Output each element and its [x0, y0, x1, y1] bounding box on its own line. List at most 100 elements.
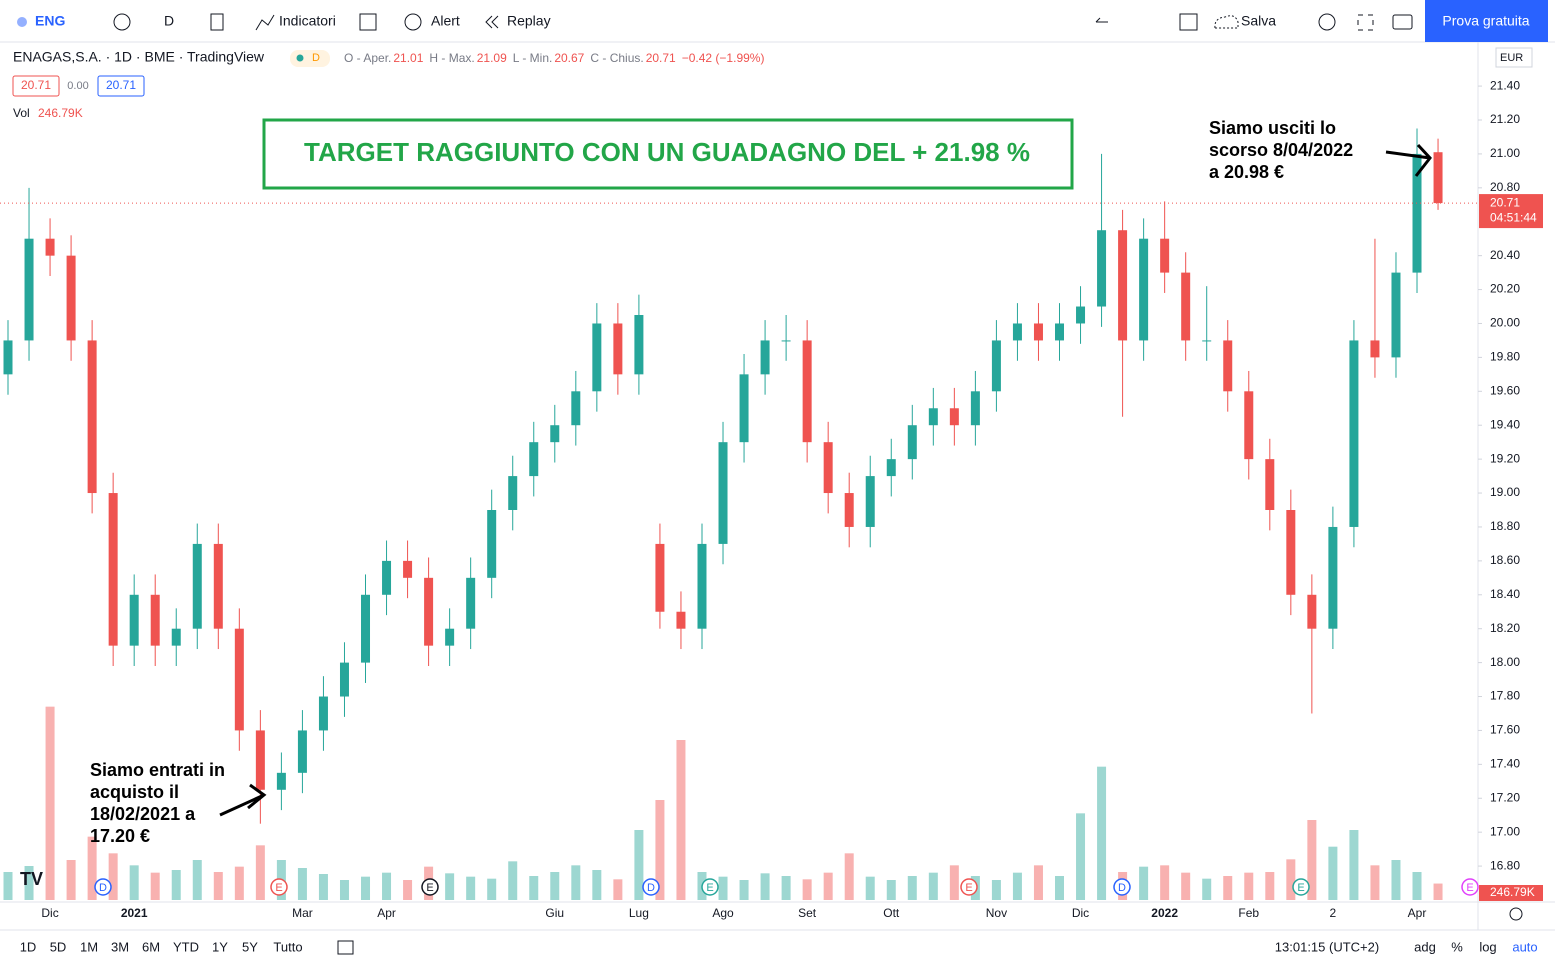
undo[interactable]: [1095, 17, 1108, 23]
range-button[interactable]: 1D: [20, 939, 37, 954]
candle-body: [445, 628, 455, 646]
scale-option[interactable]: auto: [1512, 939, 1537, 954]
x-tick-label: Lug: [629, 906, 649, 920]
event-marker[interactable]: [1113, 878, 1131, 896]
event-letter[interactable]: D: [99, 882, 107, 894]
countdown: 04:51:44: [1490, 210, 1537, 224]
indicators[interactable]: Indicatori: [279, 13, 336, 29]
volume-bar: [1097, 766, 1107, 900]
templates[interactable]: [359, 13, 377, 31]
event-letter[interactable]: E: [706, 882, 713, 894]
event-marker[interactable]: [701, 878, 719, 896]
badge-text: D: [312, 52, 320, 64]
event-letter[interactable]: E: [1466, 882, 1473, 894]
y-tick-label: 20.00: [1490, 316, 1520, 330]
volume-bar: [361, 876, 371, 900]
range-button[interactable]: 3M: [111, 939, 129, 954]
range-button[interactable]: 6M: [142, 939, 160, 954]
legend-title: ENAGAS,S.A. · 1D · BME · TradingView: [13, 49, 265, 65]
chart-type[interactable]: [210, 13, 224, 31]
volume-bar: [318, 874, 328, 900]
event-marker[interactable]: [960, 878, 978, 896]
volume-bar: [213, 872, 223, 900]
volume-bar: [466, 876, 476, 900]
add-symbol[interactable]: [113, 13, 131, 31]
tv-logo: TV: [20, 869, 43, 889]
trial-button[interactable]: [1425, 0, 1548, 42]
event-letter[interactable]: D: [1118, 882, 1126, 894]
range-button[interactable]: Tutto: [273, 939, 302, 954]
candle-body: [403, 560, 413, 578]
volume-bar: [1244, 872, 1254, 900]
range-button[interactable]: 1M: [80, 939, 98, 954]
x-tick-label: Ago: [712, 906, 734, 920]
currency-box[interactable]: [1495, 47, 1533, 68]
entry-line: 18/02/2021 a: [90, 804, 196, 824]
currency[interactable]: EUR: [1500, 52, 1523, 64]
high-value: 21.09: [477, 51, 507, 65]
event-letter[interactable]: D: [647, 882, 655, 894]
range-button[interactable]: 5Y: [242, 939, 258, 954]
replay-icon: [485, 15, 499, 29]
candle-body: [865, 476, 875, 527]
range-button[interactable]: 5D: [50, 939, 67, 954]
scale-option[interactable]: adg: [1414, 939, 1436, 954]
volume-bar: [613, 879, 623, 900]
event-marker[interactable]: [270, 878, 288, 896]
date-range-icon[interactable]: [337, 940, 354, 955]
candle-body: [1433, 152, 1443, 204]
volume-bar: [382, 872, 392, 900]
event-letter[interactable]: E: [1297, 882, 1304, 894]
volume-bar: [1076, 813, 1086, 900]
event-letter[interactable]: E: [275, 882, 282, 894]
trial-label[interactable]: Prova gratuita: [1442, 13, 1529, 29]
x-tick-label: 2021: [121, 906, 148, 920]
candle-body: [171, 628, 181, 646]
candle-body: [1265, 459, 1275, 510]
candle-body: [571, 391, 581, 426]
layout[interactable]: [1179, 13, 1198, 31]
event-marker[interactable]: [94, 878, 112, 896]
candle-body: [529, 442, 539, 477]
candle-body: [1118, 230, 1128, 341]
candle-body: [676, 611, 686, 629]
candle-body: [1076, 306, 1086, 324]
range-button[interactable]: 1Y: [212, 939, 228, 954]
volume-bar: [1391, 860, 1401, 900]
save[interactable]: Salva: [1241, 13, 1276, 29]
symbol[interactable]: ENG: [35, 13, 65, 29]
fullscreen[interactable]: [1357, 14, 1374, 31]
range-button[interactable]: YTD: [173, 939, 199, 954]
event-marker[interactable]: [1461, 878, 1479, 896]
interval[interactable]: D: [164, 13, 174, 29]
candle-body: [592, 323, 602, 392]
volume-bar: [1012, 872, 1022, 900]
volume-bar: [192, 860, 202, 900]
event-marker[interactable]: [421, 878, 439, 896]
candle-body: [844, 493, 854, 527]
y-tick-label: 18.20: [1490, 621, 1520, 635]
volume-bar: [171, 870, 181, 900]
scale-option[interactable]: log: [1479, 939, 1496, 954]
volume-bar: [445, 873, 455, 900]
event-letter[interactable]: E: [426, 882, 433, 894]
candle-body: [45, 238, 55, 256]
event-letter[interactable]: E: [965, 882, 972, 894]
screenshot[interactable]: [1392, 14, 1413, 30]
volume-bar: [24, 866, 34, 900]
volume-bar: [1223, 876, 1233, 900]
x-tick-label: 2022: [1151, 906, 1178, 920]
candle-body: [823, 442, 833, 494]
exit-line: Siamo usciti lo: [1209, 118, 1336, 138]
candle-body: [66, 255, 76, 341]
cloud-icon: [1214, 15, 1239, 29]
event-marker[interactable]: [642, 878, 660, 896]
replay[interactable]: Replay: [507, 13, 551, 29]
plot-area: [0, 128, 1478, 900]
alert[interactable]: Alert: [431, 13, 460, 29]
scale-option[interactable]: %: [1451, 939, 1463, 954]
event-marker[interactable]: [1292, 878, 1310, 896]
axis-settings[interactable]: [1509, 907, 1523, 921]
exit-line: a 20.98 €: [1209, 162, 1284, 182]
settings[interactable]: [1318, 13, 1336, 31]
